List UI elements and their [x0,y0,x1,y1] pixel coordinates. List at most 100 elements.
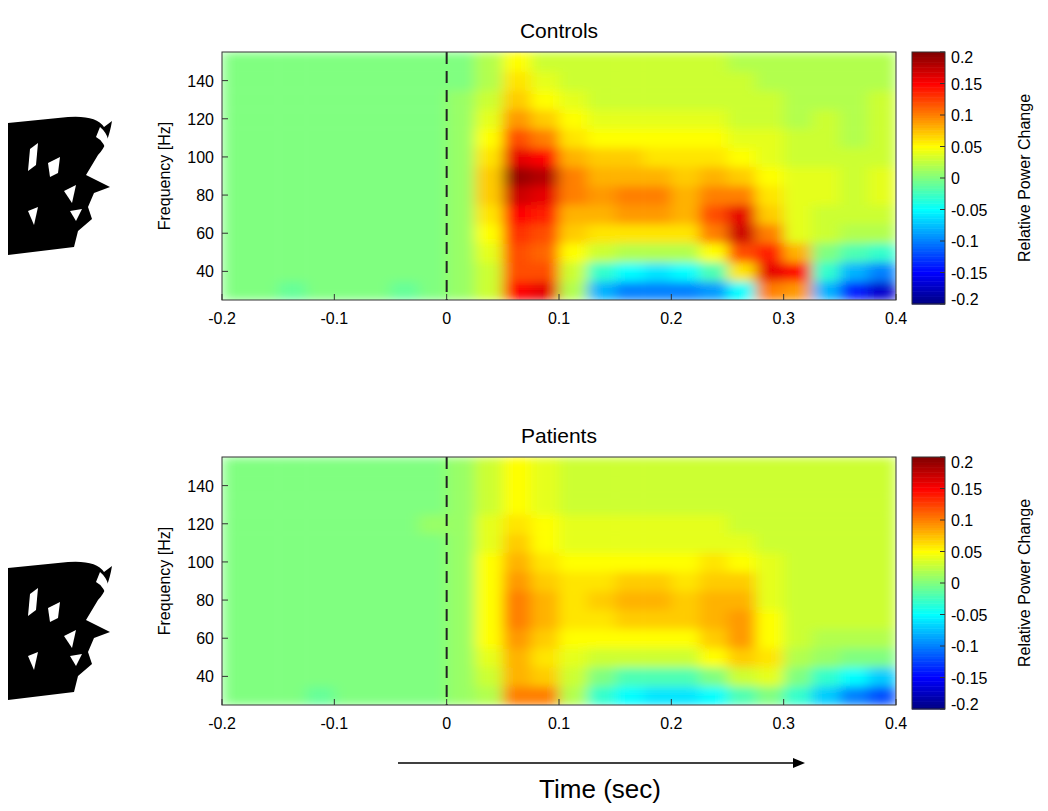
heatmap-cell [503,533,532,553]
heatmap-cell [559,571,588,591]
heatmap-cell [362,591,391,611]
heatmap-cell [531,243,560,263]
heatmap-cell [868,591,896,611]
heatmap-cell [222,591,251,611]
x-tick-label: 0.2 [660,715,682,732]
x-tick-label: -0.2 [208,715,236,732]
heatmap-cell [475,476,504,496]
heatmap-cell [222,52,251,72]
heatmap-cell [447,205,476,225]
heatmap-cell [419,533,448,553]
heatmap-cell [503,552,532,572]
heatmap-cell [250,495,279,515]
heatmap-cell [784,648,813,668]
heatmap-cell [334,90,363,110]
x-tick [446,294,447,300]
y-tick-label: 80 [196,187,214,204]
heatmap-cell [278,610,307,630]
heatmap-cell [306,571,335,591]
x-tick [222,294,223,300]
heatmap-cell [728,667,757,687]
heatmap-cell [587,147,616,167]
heatmap-cell [250,109,279,129]
colorbar-tick [940,146,945,147]
heatmap-cell [699,648,728,668]
heatmap-cell [419,147,448,167]
x-tick-label: 0.3 [773,715,795,732]
x-tick-label: 0 [442,310,451,327]
heatmap-cell [784,281,813,300]
x-tick-label: 0.4 [885,310,907,327]
heatmap-cell [334,533,363,553]
heatmap-cell [531,128,560,148]
heatmap-cell [306,476,335,496]
heatmap-cell [503,648,532,668]
y-tick [222,271,228,272]
heatmap-cell [671,667,700,687]
colorbar-tick-label: 0 [951,575,960,592]
heatmap-cell [222,71,251,91]
colorbar-tick [940,272,945,273]
heatmap-cell [812,205,841,225]
heatmap-cell [503,514,532,534]
heatmap-cell [278,243,307,263]
heatmap-cell [728,686,757,705]
heatmap-cell [278,514,307,534]
heatmap-cell [250,128,279,148]
x-tick [896,294,897,300]
heatmap-cell [531,166,560,186]
heatmap-cell [250,243,279,263]
heatmap-cell [868,476,896,496]
y-tick [222,233,228,234]
heatmap-cell [756,109,785,129]
heatmap-cell [615,667,644,687]
colorbar-tick [940,551,945,552]
heatmap-cell [531,262,560,282]
heatmap-cell [812,533,841,553]
heatmap-cell [868,281,896,300]
heatmap-cell [699,186,728,206]
heatmap-cell [840,224,869,244]
heatmap-cell [699,667,728,687]
heatmap-cell [868,648,896,668]
y-tick-label: 100 [187,554,214,571]
heatmap-cell [447,476,476,496]
heatmap-cell [391,591,420,611]
heatmap-cell [643,205,672,225]
heatmap-cell [812,648,841,668]
heatmap-cell [812,109,841,129]
heatmap-cell [671,552,700,572]
colorbar-tick-label: 0.1 [951,107,973,124]
heatmap-cell [250,667,279,687]
heatmap-cell [306,610,335,630]
heatmap-cell [643,686,672,705]
heatmap-cell [559,629,588,649]
y-tick [222,118,228,119]
y-tick-label: 80 [196,592,214,609]
colorbar-tick-label: 0.2 [951,49,973,66]
heatmap-cell [475,262,504,282]
heatmap-cell [784,71,813,91]
heatmap-cell [391,186,420,206]
heatmap-cell [812,495,841,515]
heatmap-cell [475,571,504,591]
heatmap-cell [615,476,644,496]
heatmap-cell [278,533,307,553]
heatmap-cell [868,52,896,72]
face-stimulus [8,115,120,255]
heatmap-cell [756,205,785,225]
heatmap-cell [391,52,420,72]
plot-frame [222,457,896,705]
heatmap-cell [531,205,560,225]
heatmap-cell [728,224,757,244]
heatmap-cell [419,90,448,110]
heatmap-cell [587,591,616,611]
heatmap-cell [756,52,785,72]
heatmap-cell [699,205,728,225]
y-tick-label: 40 [196,263,214,280]
heatmap-cell [643,495,672,515]
heatmap-cell [756,591,785,611]
heatmap-cell [362,686,391,705]
heatmap-cell [475,552,504,572]
heatmap-cell [643,52,672,72]
